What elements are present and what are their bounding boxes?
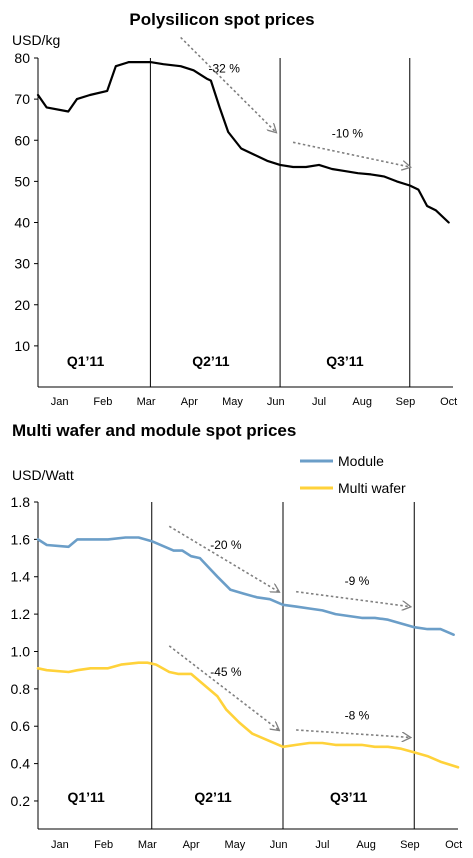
y-tick-label: 70 [14, 91, 30, 107]
x-tick-label: Mar [138, 839, 157, 851]
y-tick-label: 30 [14, 256, 30, 272]
y-tick-label: 0.8 [11, 681, 31, 697]
y-axis-label: USD/kg [12, 32, 60, 48]
quarter-dividers [149, 58, 411, 387]
x-tick-label: Mar [137, 396, 156, 408]
x-tick-label: Apr [181, 396, 198, 408]
price-line [36, 60, 450, 224]
x-tick-label: Aug [356, 839, 376, 851]
quarter-label: Q3’11 [330, 789, 368, 805]
y-tick-label: 1.2 [11, 606, 31, 622]
trend-arrow [292, 141, 410, 167]
trend-label: -32 % [209, 62, 241, 76]
polysilicon-chart: Polysilicon spot prices USD/kg 10 20 30 40 5… [12, 10, 457, 408]
x-tick-label: May [222, 396, 243, 408]
series-lines [36, 60, 450, 224]
legend-entry: Multi wafer [338, 480, 406, 496]
quarter-dividers [151, 502, 415, 829]
x-tick-label: Jul [312, 396, 326, 408]
trend-annotations: -32 % -10 % [180, 36, 410, 167]
trend-label: -9 % [345, 574, 370, 588]
module-line [36, 536, 455, 637]
axes [34, 57, 453, 388]
quarter-label: Q1’11 [67, 353, 105, 369]
legend-entry: Module [338, 453, 384, 469]
y-tick-label: 0.6 [11, 718, 31, 734]
series-lines [36, 536, 460, 769]
x-tick-label: Jun [270, 839, 288, 851]
quarter-label: Q2’11 [192, 353, 230, 369]
quarter-labels: Q1’11 Q2’11 Q3’11 [67, 353, 364, 369]
x-tick-label: Feb [93, 396, 112, 408]
trend-arrow [168, 525, 278, 591]
y-tick-label: 0.4 [11, 756, 31, 772]
trend-arrow [180, 36, 276, 132]
y-tick-label: 50 [14, 173, 30, 189]
y-axis-label: USD/Watt [12, 467, 74, 483]
quarter-label: Q2’11 [194, 789, 232, 805]
trend-arrow [168, 645, 278, 730]
x-tick-label: Sep [396, 396, 416, 408]
y-tick-label: 1.8 [11, 494, 31, 510]
y-tick-label: 40 [14, 215, 30, 231]
x-tick-label: Oct [440, 396, 457, 408]
trend-arrow [296, 590, 410, 607]
legend: Module Multi wafer [300, 453, 406, 496]
x-tick-labels: Jan Feb Mar Apr May Jun Jul Aug Sep Oct [51, 839, 462, 851]
y-tick-label: 0.2 [11, 793, 31, 809]
quarter-labels: Q1’11 Q2’11 Q3’11 [67, 789, 367, 805]
y-tick-label: 80 [14, 50, 30, 66]
y-tick-label: 60 [14, 132, 30, 148]
x-tick-label: Jun [267, 396, 285, 408]
chart-title: Multi wafer and module spot prices [12, 421, 296, 440]
wafer-module-chart: Multi wafer and module spot prices USD/W… [11, 421, 463, 851]
trend-label: -10 % [332, 127, 364, 141]
trend-annotations: -20 % -9 % -45 % -8 % [168, 525, 410, 737]
y-tick-label: 1.0 [11, 643, 31, 659]
x-tick-label: Jul [315, 839, 329, 851]
y-tick-label: 1.6 [11, 531, 31, 547]
x-tick-label: Sep [400, 839, 420, 851]
x-tick-label: Oct [445, 839, 462, 851]
multi-wafer-line [36, 661, 460, 769]
y-tick-labels: 10 20 30 40 50 60 70 80 [14, 50, 30, 354]
quarter-label: Q1’11 [67, 789, 105, 805]
trend-label: -20 % [210, 538, 242, 552]
x-tick-label: Feb [94, 839, 113, 851]
trend-label: -8 % [345, 709, 370, 723]
axes [34, 501, 458, 830]
y-tick-label: 20 [14, 297, 30, 313]
y-tick-labels: 0.2 0.4 0.6 0.8 1.0 1.2 1.4 1.6 1.8 [11, 494, 31, 809]
x-tick-label: Jan [51, 839, 69, 851]
quarter-label: Q3’11 [326, 353, 364, 369]
trend-label: -45 % [210, 665, 242, 679]
trend-arrow [296, 729, 410, 737]
x-tick-label: Jan [51, 396, 69, 408]
x-tick-label: Apr [183, 839, 200, 851]
x-tick-labels: Jan Feb Mar Apr May Jun Jul Aug Sep Oct [51, 396, 458, 408]
x-tick-label: Aug [352, 396, 372, 408]
chart-title: Polysilicon spot prices [129, 10, 314, 29]
x-tick-label: May [224, 839, 245, 851]
y-tick-label: 10 [14, 338, 30, 354]
y-tick-label: 1.4 [11, 569, 31, 585]
